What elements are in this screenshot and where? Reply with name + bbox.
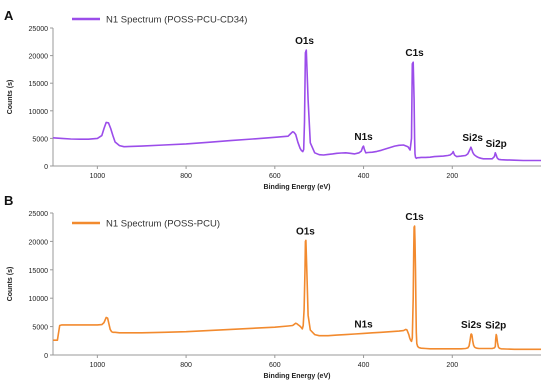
chart-panel-b: B 0 5000 10000 15000 20000 25000 1000 800 600 400 2… [4, 193, 541, 380]
chart-panel-a: A 0 5000 10000 15000 20000 25000 1000 800 600 400 2… [4, 8, 541, 191]
x-axis-title: Binding Energy (eV) [264, 184, 331, 191]
x-tick-label: 1000 [90, 362, 106, 369]
peak-label: N1s [354, 319, 373, 330]
y-axis-title: Counts (s) [7, 80, 14, 115]
peak-label: Si2s [461, 320, 482, 331]
y-axis-title: Counts (s) [7, 267, 14, 302]
peak-label: Si2s [462, 133, 483, 144]
y-tick-label: 25000 [29, 211, 49, 218]
legend-label: N1 Spectrum (POSS-PCU-CD34) [106, 15, 247, 26]
peak-label: O1s [296, 226, 315, 237]
x-tick-label: 800 [180, 362, 192, 369]
y-tick-label: 10000 [29, 109, 49, 116]
panel-label: B [4, 193, 13, 208]
panel-label: A [4, 8, 14, 23]
y-tick-label: 20000 [29, 54, 49, 61]
series-line [52, 49, 541, 162]
y-tick-label: 10000 [29, 296, 49, 303]
x-tick-label: 200 [446, 173, 458, 180]
peak-label: C1s [405, 212, 424, 223]
peak-label: Si2p [485, 321, 506, 332]
y-tick-label: 25000 [29, 26, 49, 33]
x-tick-label: 600 [269, 173, 281, 180]
x-axis-title: Binding Energy (eV) [264, 373, 331, 380]
x-tick-label: 600 [269, 362, 281, 369]
y-tick-label: 5000 [32, 136, 48, 143]
legend-label: N1 Spectrum (POSS-PCU) [106, 219, 220, 230]
y-tick-label: 0 [44, 164, 48, 171]
y-tick-label: 15000 [29, 81, 49, 88]
peak-label: O1s [295, 36, 314, 47]
x-tick-label: 400 [358, 362, 370, 369]
y-tick-label: 20000 [29, 239, 49, 246]
peak-label: C1s [405, 48, 424, 59]
y-tick-label: 15000 [29, 268, 49, 275]
series-line [53, 225, 541, 351]
x-tick-label: 200 [446, 362, 458, 369]
y-tick-label: 0 [44, 353, 48, 360]
peak-label: N1s [354, 132, 373, 143]
x-tick-label: 800 [180, 173, 192, 180]
x-tick-label: 400 [358, 173, 370, 180]
peak-label: Si2p [486, 139, 507, 150]
x-tick-label: 1000 [90, 173, 106, 180]
y-tick-label: 5000 [32, 325, 48, 332]
